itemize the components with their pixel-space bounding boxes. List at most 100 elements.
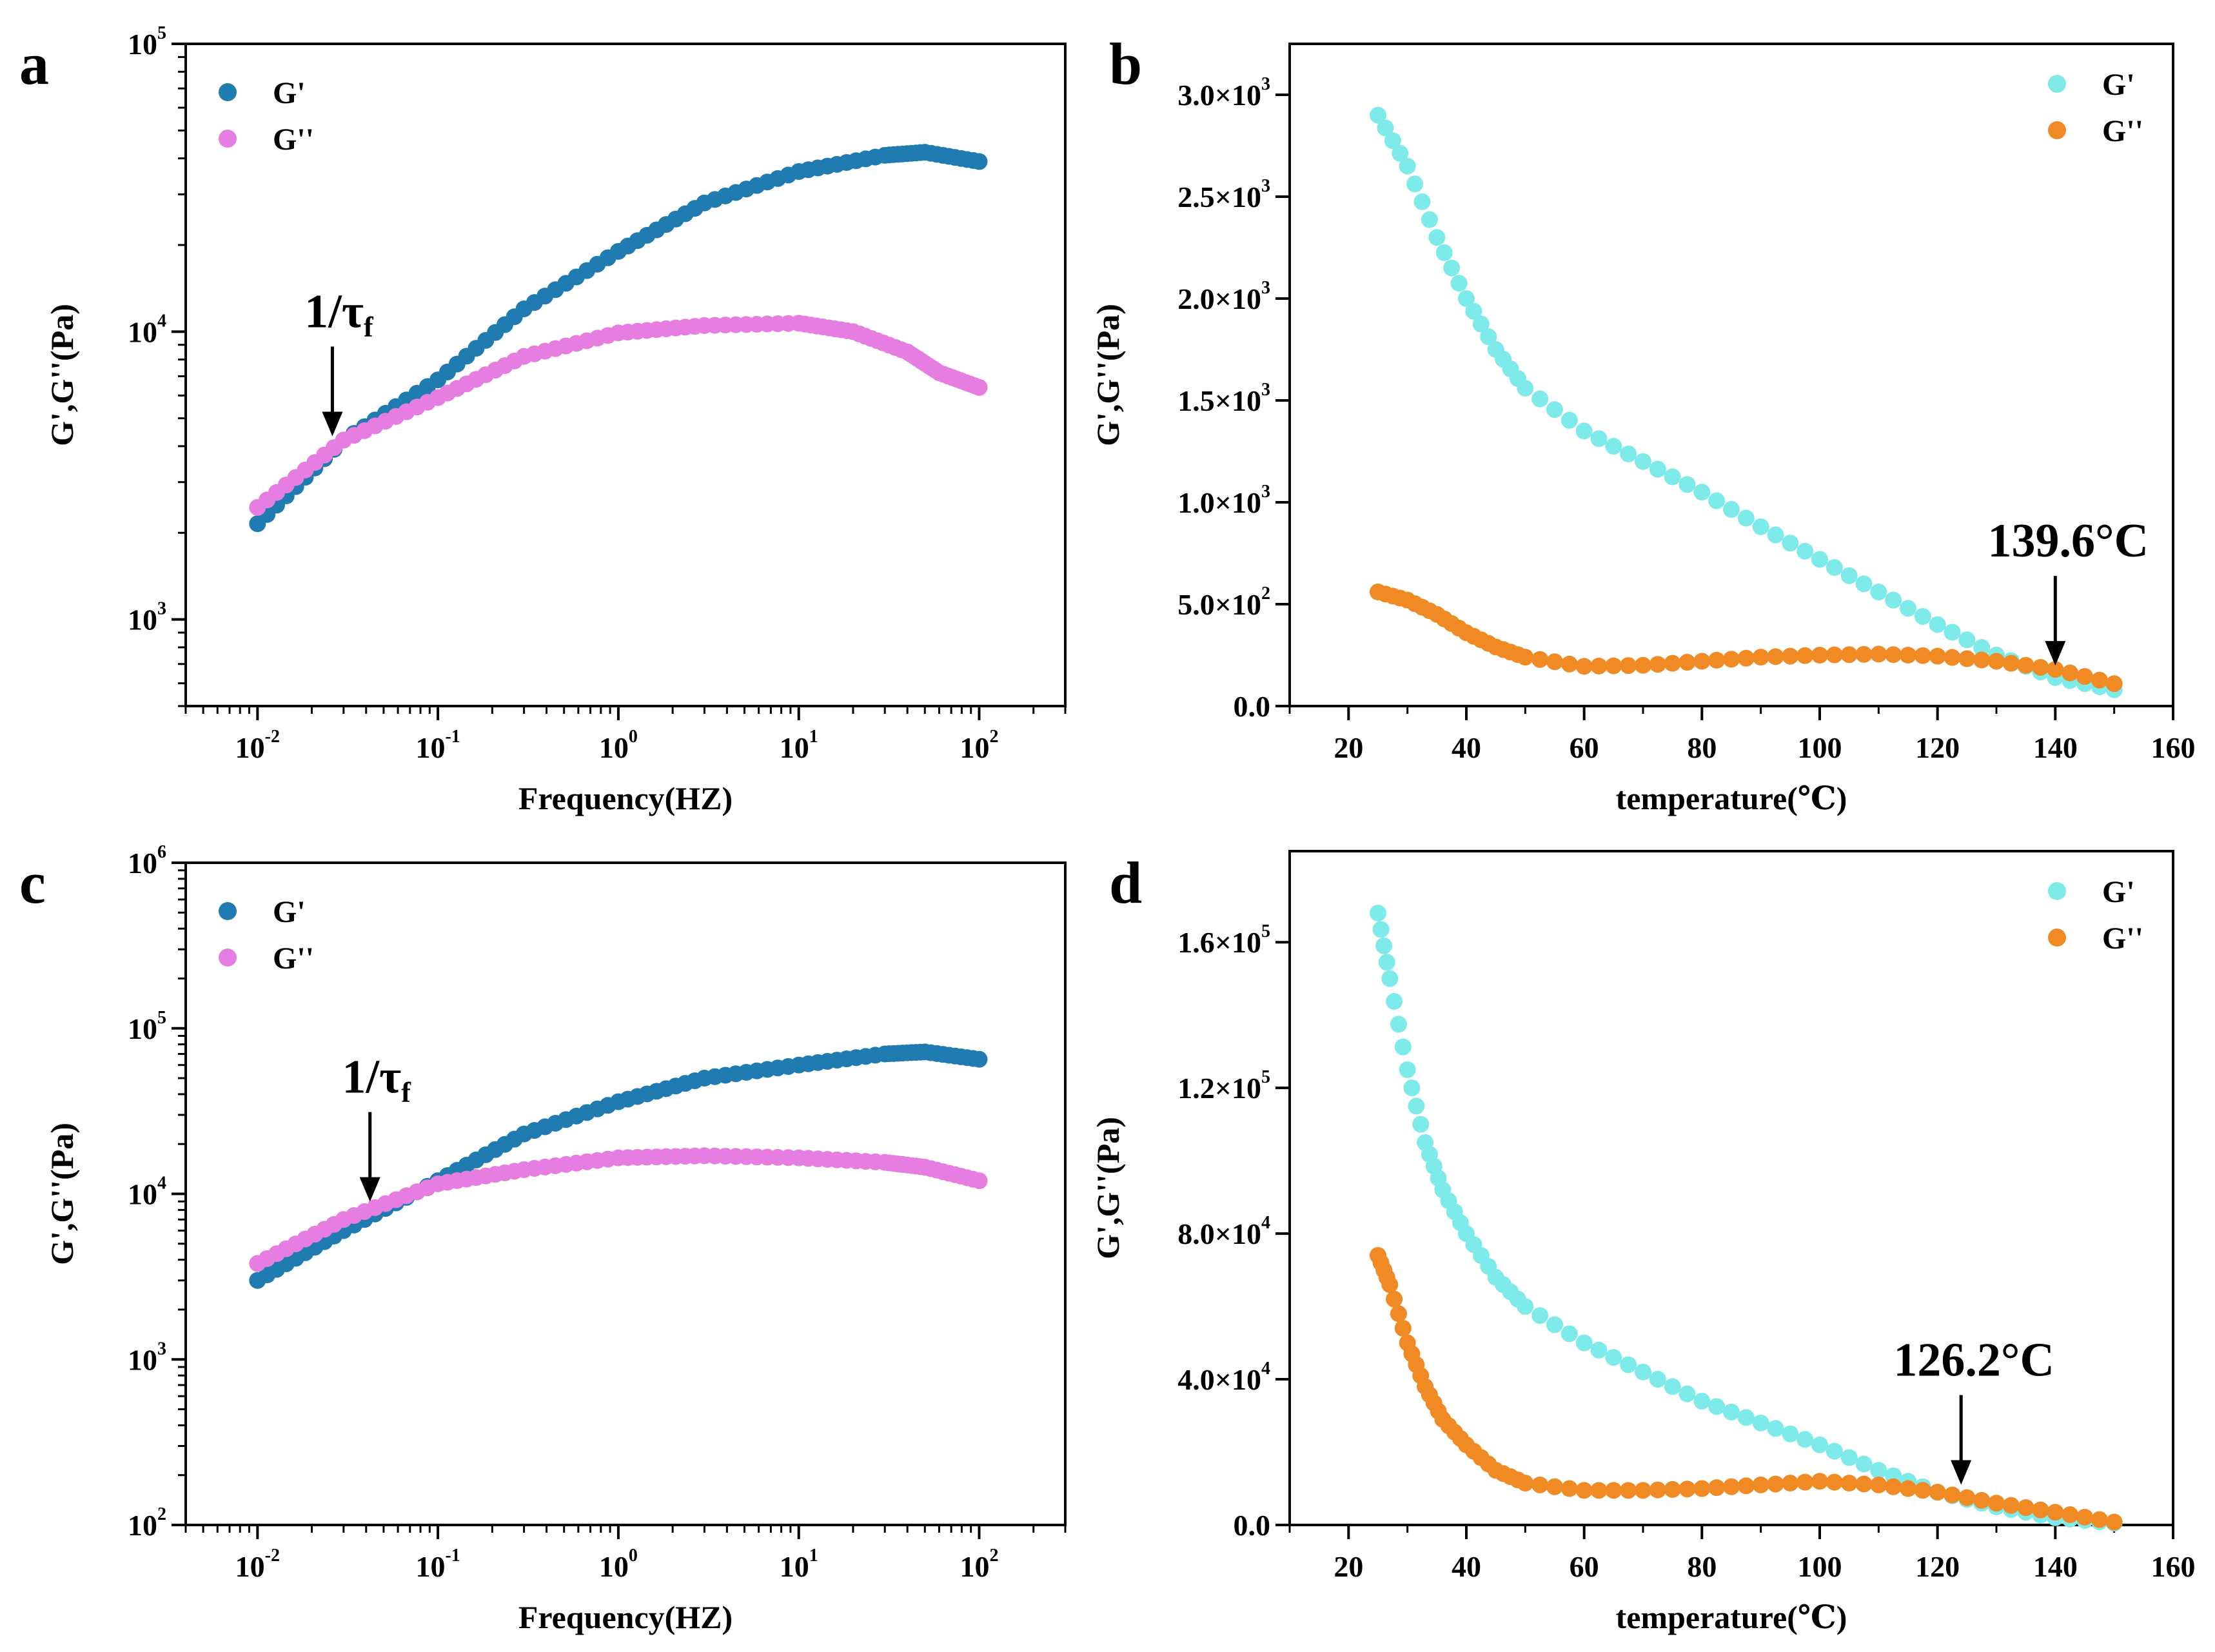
data-point (2002, 654, 2020, 672)
data-point (1914, 647, 1931, 664)
plot-frame (184, 861, 1067, 1526)
data-point (1560, 1325, 1578, 1342)
data-point (1826, 1442, 1843, 1460)
tick-exponent: 5 (157, 1008, 166, 1028)
tick-base: 10 (128, 1343, 157, 1376)
tick-text: 120 (1915, 731, 1960, 764)
data-point (1826, 646, 1843, 664)
y-tick-label: 1.6×105 (1177, 921, 1270, 959)
tick-base: 10 (128, 1012, 157, 1045)
tick-base: 10 (235, 731, 265, 764)
data-point (1811, 1473, 1828, 1490)
series-g-prime (1370, 905, 2123, 1532)
x-tick-label: 40 (1452, 1550, 1481, 1583)
data-point (2091, 1511, 2108, 1528)
data-point (2047, 661, 2064, 678)
data-point (1885, 591, 1902, 609)
data-point (1767, 526, 1784, 544)
data-point (1723, 1478, 1740, 1495)
annotation-main: 1/τ (342, 1051, 402, 1104)
data-point (1678, 654, 1696, 671)
tick-text: 160 (2151, 731, 2196, 764)
data-point (1929, 647, 1946, 665)
panel-letter: b (1109, 31, 1142, 97)
tick-exponent: 3 (1261, 74, 1270, 94)
data-point (1390, 1016, 1407, 1033)
annotation-main: 139.6°C (1988, 515, 2149, 567)
data-point (2032, 1501, 2049, 1519)
data-point (1944, 1486, 1961, 1504)
data-point (1649, 1371, 1666, 1388)
data-point (1620, 1356, 1637, 1373)
data-point (1929, 616, 1946, 633)
y-tick-label: 2.0×103 (1177, 278, 1270, 315)
plot-frame (1288, 43, 2174, 707)
data-point (1590, 1482, 1608, 1499)
data-point (2062, 664, 2079, 682)
tick-mantissa: 5.0×10 (1177, 588, 1261, 621)
tick-mantissa: 2.5×10 (1177, 181, 1261, 213)
x-tick-label: 20 (1334, 1550, 1363, 1583)
legend-marker (219, 83, 237, 101)
data-point (1944, 624, 1961, 641)
tick-base: 10 (128, 28, 157, 61)
x-tick-label: 101 (780, 1546, 818, 1583)
data-point (970, 379, 988, 396)
data-point (1811, 1436, 1828, 1453)
data-point (1384, 132, 1401, 150)
tick-base: 10 (599, 1550, 629, 1583)
data-point (1797, 1473, 1814, 1491)
x-tick-label: 120 (1915, 1550, 1960, 1583)
tick-exponent: -2 (265, 727, 280, 747)
data-point (1428, 229, 1446, 246)
data-point (1450, 275, 1468, 292)
data-point (1870, 1462, 1887, 1479)
legend-label: G' (273, 76, 306, 110)
x-tick-label: 140 (2033, 1550, 2078, 1583)
data-point (1988, 653, 2005, 670)
tick-base: 10 (780, 1550, 809, 1583)
tick-text: 40 (1452, 1550, 1481, 1583)
data-point (1546, 653, 1563, 671)
data-point (1590, 657, 1608, 674)
tick-exponent: 3 (1261, 278, 1270, 298)
legend-marker (2048, 121, 2066, 139)
y-tick-label: 0.0 (1234, 1509, 1271, 1542)
data-point (1635, 1363, 1651, 1381)
tick-exponent: 4 (1261, 1213, 1270, 1233)
data-point (1546, 1316, 1563, 1333)
tick-base: 10 (128, 604, 157, 636)
data-point (2076, 668, 2093, 685)
plot-frame (1288, 850, 2174, 1526)
data-point (1782, 1475, 1799, 1492)
data-point (1517, 380, 1534, 397)
y-axis-title: G',G''(Pa) (44, 1123, 80, 1265)
tick-exponent: 4 (1261, 1359, 1270, 1379)
tick-exponent: 2 (1261, 584, 1270, 604)
legend-marker (2048, 75, 2066, 93)
tick-text: 20 (1334, 731, 1363, 764)
data-point (2032, 658, 2049, 676)
data-point (1649, 460, 1666, 478)
series-g-double-prime (1370, 1247, 2123, 1531)
data-point (1870, 584, 1887, 601)
panel-letter: d (1109, 850, 1142, 916)
data-point (1752, 518, 1769, 535)
tick-mantissa: 2.0×10 (1177, 282, 1261, 315)
data-point (1973, 639, 1991, 656)
tick-exponent: -1 (445, 1546, 460, 1566)
data-point (1517, 1475, 1534, 1492)
x-tick-label: 100 (599, 1546, 638, 1583)
data-point (1929, 1484, 1946, 1501)
data-point (1472, 315, 1490, 333)
data-point (1826, 1473, 1843, 1491)
data-point (1412, 1116, 1430, 1133)
data-point (1782, 535, 1799, 552)
data-point (1575, 658, 1593, 675)
data-point (1372, 921, 1390, 938)
data-point (1885, 1478, 1902, 1495)
tick-mantissa: 4.0×10 (1177, 1363, 1261, 1396)
series-g-double-prime (249, 1147, 988, 1272)
data-point (1546, 1478, 1563, 1495)
data-point (1386, 993, 1403, 1010)
